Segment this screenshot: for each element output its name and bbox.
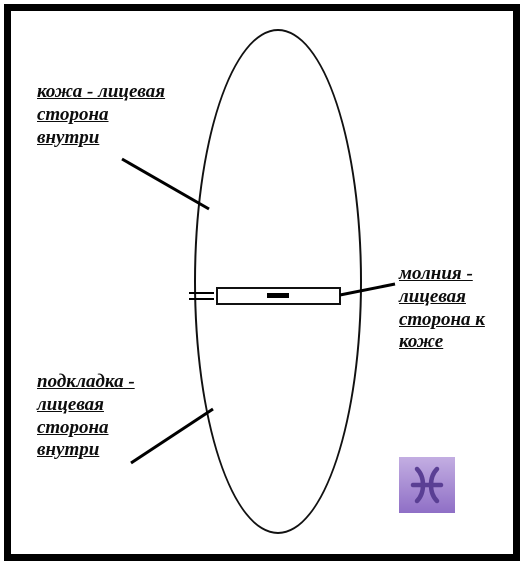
label-lining: подкладка - лицевая сторона внутри bbox=[37, 371, 135, 462]
label-zipper-line4: коже bbox=[399, 331, 443, 352]
pisces-logo bbox=[399, 457, 455, 513]
label-leather-line1: кожа - лицевая bbox=[37, 81, 165, 102]
label-leather-line3: внутри bbox=[37, 127, 99, 148]
zipper-pull bbox=[267, 293, 289, 298]
label-zipper-line1: молния - bbox=[399, 263, 473, 284]
label-leather-line2: сторона bbox=[37, 104, 109, 125]
diagram-frame: кожа - лицевая сторона внутри молния - л… bbox=[4, 4, 520, 561]
label-zipper-line3: сторона к bbox=[399, 309, 485, 330]
label-lining-line4: внутри bbox=[37, 439, 99, 460]
label-lining-line3: сторона bbox=[37, 417, 109, 438]
zipper-gap-left bbox=[258, 289, 263, 303]
label-lining-line2: лицевая bbox=[37, 394, 104, 415]
label-zipper: молния - лицевая сторона к коже bbox=[399, 263, 485, 354]
zipper-gap-right bbox=[294, 289, 299, 303]
pattern-ellipse bbox=[194, 29, 362, 534]
label-lining-line1: подкладка - bbox=[37, 371, 135, 392]
label-leather: кожа - лицевая сторона внутри bbox=[37, 81, 165, 149]
label-zipper-line2: лицевая bbox=[399, 286, 466, 307]
